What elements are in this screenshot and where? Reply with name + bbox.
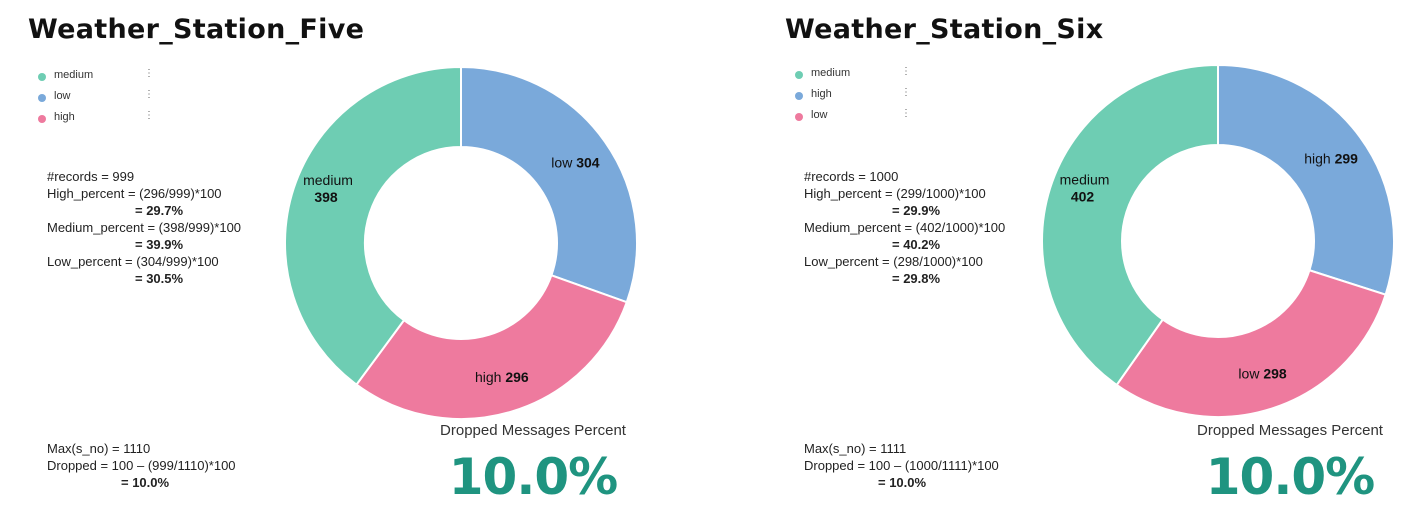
legend-label: medium [811, 67, 851, 79]
percent-calculation: #records = 999 High_percent = (296/999)*… [47, 168, 241, 287]
dropped-result: = 10.0% [878, 475, 927, 490]
dropped-calculation: Max(s_no) = 1110 Dropped = 100 – (999/11… [47, 440, 236, 491]
medium-percent-result: = 40.2% [892, 237, 941, 252]
legend-item[interactable]: low ⋮ [795, 108, 925, 129]
high-percent-expr: High_percent = (296/999)*100 [47, 186, 222, 201]
donut-slice-high[interactable] [355, 274, 629, 420]
menu-dots-icon[interactable]: ⋮ [144, 68, 154, 79]
low-percent-result: = 30.5% [135, 271, 184, 286]
legend-dot [38, 94, 46, 102]
legend-label: high [54, 111, 75, 123]
station-title: Weather_Station_Five [28, 14, 365, 45]
max-sno-line: Max(s_no) = 1110 [47, 441, 151, 456]
legend-item[interactable]: low ⋮ [38, 89, 168, 110]
kpi-label: Dropped Messages Percent [1197, 422, 1383, 439]
donut-slice-medium[interactable] [1041, 63, 1219, 387]
legend-item[interactable]: medium ⋮ [795, 66, 925, 87]
slice-value-medium: 402 [1071, 189, 1095, 205]
legend-dot [38, 115, 46, 123]
slice-label-medium: medium [1060, 172, 1110, 188]
max-sno-line: Max(s_no) = 1111 [804, 441, 907, 456]
slice-value-medium: 398 [314, 189, 338, 205]
slice-label-high: high 299 [1304, 150, 1358, 166]
low-percent-expr: Low_percent = (298/1000)*100 [804, 254, 983, 269]
menu-dots-icon[interactable]: ⋮ [144, 89, 154, 100]
high-percent-result: = 29.9% [892, 203, 941, 218]
legend-dot [795, 92, 803, 100]
medium-percent-expr: Medium_percent = (402/1000)*100 [804, 220, 1006, 235]
percent-calculation: #records = 1000 High_percent = (299/1000… [804, 168, 1005, 287]
low-percent-expr: Low_percent = (304/999)*100 [47, 254, 219, 269]
donut-slice-medium[interactable] [284, 65, 462, 387]
legend-item[interactable]: medium ⋮ [38, 68, 168, 89]
dropped-expr: Dropped = 100 – (1000/1111)*100 [804, 458, 999, 473]
high-percent-expr: High_percent = (299/1000)*100 [804, 186, 986, 201]
donut-slice-low[interactable] [1115, 269, 1387, 418]
legend-dot [795, 113, 803, 121]
donut-slice-high[interactable] [1217, 63, 1395, 296]
chart-legend: medium ⋮ high ⋮ low ⋮ [795, 66, 925, 129]
legend-label: medium [54, 69, 94, 81]
legend-item[interactable]: high ⋮ [38, 110, 168, 131]
chart-legend: medium ⋮ low ⋮ high ⋮ [38, 68, 168, 131]
slice-label-medium: medium [303, 172, 353, 188]
menu-dots-icon[interactable]: ⋮ [901, 66, 911, 77]
legend-label: high [811, 88, 832, 100]
records-line: #records = 999 [47, 169, 135, 184]
slice-label-low: low 304 [551, 154, 599, 170]
legend-dot [38, 73, 46, 81]
legend-label: low [54, 90, 71, 102]
legend-dot [795, 71, 803, 79]
dropped-expr: Dropped = 100 – (999/1110)*100 [47, 458, 236, 473]
dropped-result: = 10.0% [121, 475, 170, 490]
station-title: Weather_Station_Six [785, 14, 1104, 45]
medium-percent-expr: Medium_percent = (398/999)*100 [47, 220, 242, 235]
menu-dots-icon[interactable]: ⋮ [144, 110, 154, 121]
station-panel-six: Weather_Station_Six medium ⋮ high ⋮ low … [757, 0, 1420, 507]
low-percent-result: = 29.8% [892, 271, 941, 286]
medium-percent-result: = 39.9% [135, 237, 184, 252]
kpi-value: 10.0% [448, 448, 618, 506]
station-panel-five: Weather_Station_Five medium ⋮ low ⋮ high… [0, 0, 700, 507]
legend-label: low [811, 109, 828, 121]
dropped-calculation: Max(s_no) = 1111 Dropped = 100 – (1000/1… [804, 440, 999, 491]
slice-label-high: high 296 [475, 369, 529, 385]
kpi-value: 10.0% [1205, 448, 1375, 506]
menu-dots-icon[interactable]: ⋮ [901, 87, 911, 98]
slice-label-low: low 298 [1238, 366, 1286, 382]
donut-slice-low[interactable] [460, 65, 638, 304]
kpi-label: Dropped Messages Percent [440, 422, 626, 439]
high-percent-result: = 29.7% [135, 203, 184, 218]
legend-item[interactable]: high ⋮ [795, 87, 925, 108]
menu-dots-icon[interactable]: ⋮ [901, 108, 911, 119]
records-line: #records = 1000 [804, 169, 899, 184]
